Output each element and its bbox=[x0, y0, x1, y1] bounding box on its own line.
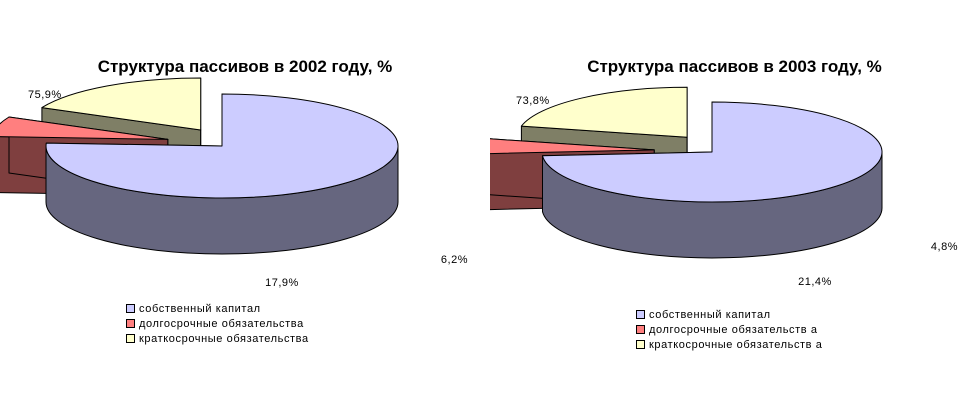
legend-label: собственный капитал bbox=[139, 303, 261, 315]
legend-item-short-term: краткосрочные обязательства bbox=[126, 332, 309, 347]
data-label-short-term: 21,4% bbox=[798, 276, 832, 288]
legend: собственный капитал долгосрочные обязате… bbox=[636, 308, 823, 353]
data-label-own-capital: 73,8% bbox=[516, 95, 550, 107]
legend-label: краткосрочные обязательства bbox=[139, 333, 309, 345]
data-label-own-capital: 75,9% bbox=[28, 89, 62, 101]
legend-item-own-capital: собственный капитал bbox=[636, 308, 823, 323]
legend-item-long-term: долгосрочные обязательств а bbox=[636, 323, 823, 338]
chart-title: Структура пассивов в 2003 году, % bbox=[587, 57, 882, 76]
legend: собственный капитал долгосрочные обязате… bbox=[126, 302, 309, 347]
legend-label: долгосрочные обязательства bbox=[139, 318, 304, 330]
legend-swatch bbox=[636, 325, 645, 334]
pie-chart-2003: 73,8% 4,8% 21,4% bbox=[490, 86, 958, 288]
legend-item-short-term: краткосрочные обязательств а bbox=[636, 338, 823, 353]
data-label-long-term: 4,8% bbox=[931, 241, 958, 253]
chart-2003: Структура пассивов в 2003 году, % 73,8% 4… bbox=[490, 0, 979, 402]
chart-2002: Структура пассивов в 2002 году, % 75,9% 6… bbox=[0, 57, 468, 347]
pie-chart-2002: 75,9% 6,2% 17,9% bbox=[0, 77, 468, 289]
pie-slice-own-capital bbox=[542, 101, 883, 259]
legend-label: краткосрочные обязательств а bbox=[649, 339, 823, 351]
legend-swatch bbox=[636, 340, 645, 349]
legend-swatch bbox=[126, 304, 135, 313]
legend-label: собственный капитал bbox=[649, 309, 771, 321]
legend-swatch bbox=[126, 319, 135, 328]
data-label-long-term: 6,2% bbox=[441, 254, 468, 266]
data-label-short-term: 17,9% bbox=[265, 277, 299, 289]
legend-swatch bbox=[126, 334, 135, 343]
legend-item-long-term: долгосрочные обязательства bbox=[126, 317, 309, 332]
pie-slice-own-capital bbox=[45, 93, 399, 255]
legend-swatch bbox=[636, 310, 645, 319]
legend-label: долгосрочные обязательств а bbox=[649, 324, 818, 336]
legend-item-own-capital: собственный капитал bbox=[126, 302, 309, 317]
chart-title: Структура пассивов в 2002 году, % bbox=[97, 57, 393, 76]
